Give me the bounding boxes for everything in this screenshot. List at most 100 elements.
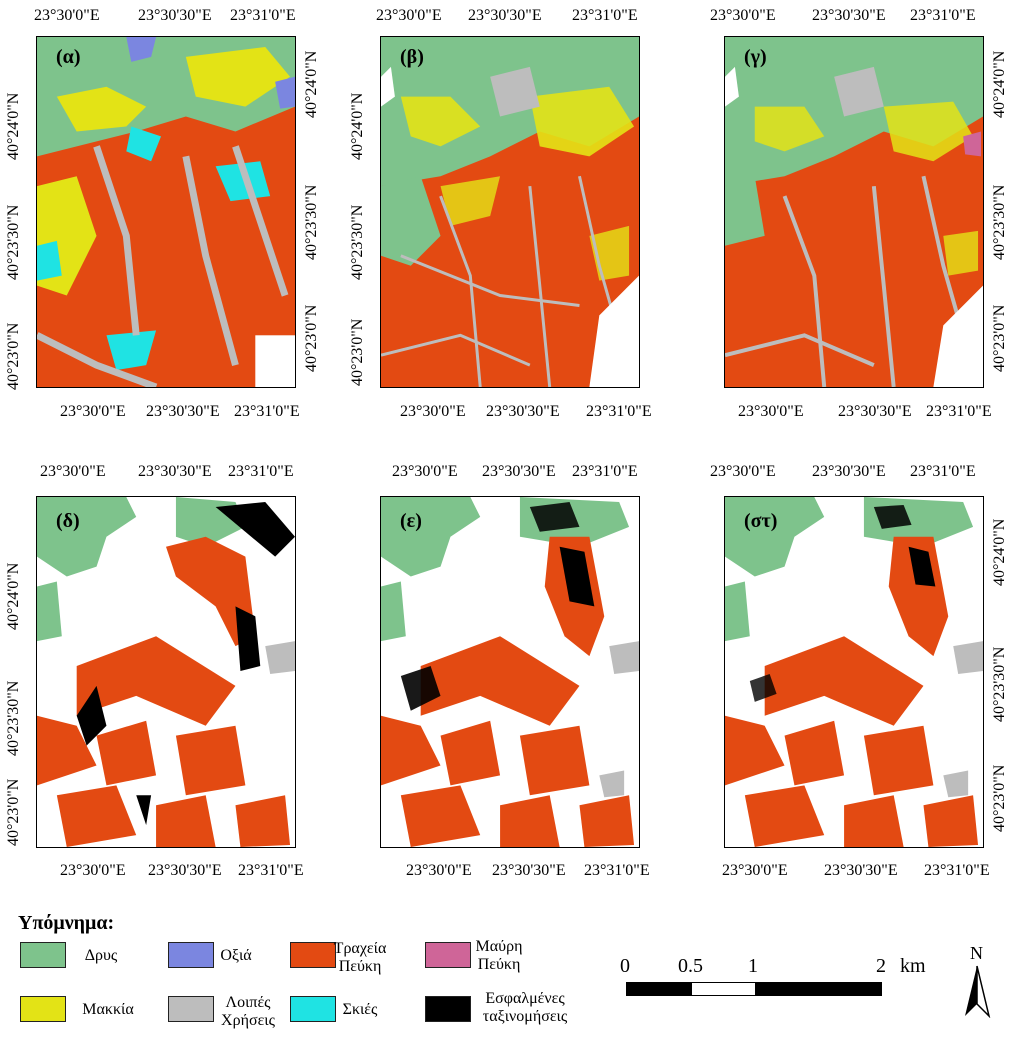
lon-label-top: 23°30'0"E (710, 463, 776, 480)
lon-label-top: 23°31'0"E (572, 463, 638, 480)
legend-label-oak: Δρυς (84, 947, 118, 964)
lon-label-top: 23°31'0"E (230, 7, 296, 24)
lon-label-top: 23°30'30"E (138, 463, 212, 480)
lon-label-top: 23°30'0"E (40, 463, 106, 480)
map-frame (380, 36, 640, 388)
panel-label: (γ) (744, 46, 767, 68)
scale-tick-2: 2 (876, 955, 886, 977)
lon-label-top: 23°30'0"E (710, 7, 776, 24)
scale-tick-0-5: 0.5 (678, 955, 703, 977)
classification-map-alpha (37, 37, 295, 387)
north-label: N (970, 943, 983, 963)
lon-label-bottom: 23°30'0"E (60, 862, 126, 879)
panel-label: (β) (400, 46, 424, 68)
lat-label-left: 40°23'30"N (5, 204, 22, 280)
lon-label-bottom: 23°30'30"E (148, 862, 222, 879)
legend-swatch-shadows (290, 996, 336, 1022)
map-frame (36, 36, 296, 388)
lon-label-bottom: 23°30'0"E (400, 403, 466, 420)
scale-segment (627, 983, 692, 995)
legend-label-calabrian-pine: Τραχεία Πεύκη (333, 940, 387, 976)
legend-swatch-maquis (20, 996, 66, 1022)
lat-label-left: 40°23'30"N (5, 680, 22, 756)
legend-label-shadows: Σκιές (342, 1001, 378, 1018)
lon-label-top: 23°30'0"E (376, 7, 442, 24)
lat-label-left: 40°23'0"N (5, 778, 22, 846)
classification-map-gamma (725, 37, 983, 387)
lon-label-top: 23°30'30"E (482, 463, 556, 480)
error-map-epsilon (381, 497, 639, 847)
panel-label: (στ) (744, 510, 778, 532)
north-arrow-icon (965, 965, 991, 1018)
map-frame (36, 496, 296, 848)
legend-label-black-pine: Μαύρη Πεύκη (475, 938, 523, 974)
lon-label-top: 23°30'30"E (138, 7, 212, 24)
map-panel-epsilon: (ε) 23°30'0"E 23°30'30"E 23°31'0"E 23°30… (344, 460, 684, 879)
scale-bar (626, 982, 882, 996)
lon-label-bottom: 23°31'0"E (926, 403, 992, 420)
lat-label-right: 40°23'30"N (991, 184, 1008, 260)
scale-tick-0: 0 (620, 955, 630, 977)
legend-label-maquis: Μακκία (82, 1001, 134, 1018)
lon-label-bottom: 23°30'30"E (824, 862, 898, 879)
scale-tick-1: 1 (748, 955, 758, 977)
lat-label-right: 40°24'0"N (991, 518, 1008, 586)
map-frame (724, 496, 984, 848)
lat-label-right: 40°24'0"N (303, 50, 320, 118)
legend-label-beech: Οξιά (220, 947, 252, 964)
legend-swatch-other-uses (168, 996, 214, 1022)
legend-label-misclassifications: Εσφαλμένες ταξινομήσεις (482, 990, 568, 1026)
scale-segment (755, 983, 881, 995)
error-map-delta (37, 497, 295, 847)
map-panel-beta: (β) 23°30'0"E 23°30'30"E 23°31'0"E 23°30… (344, 0, 684, 420)
legend-swatch-misclassifications (425, 996, 471, 1022)
map-panel-delta: (δ) 23°30'0"E 23°30'30"E 23°31'0"E 23°30… (0, 460, 340, 879)
map-frame (380, 496, 640, 848)
lat-label-left: 40°24'0"N (5, 562, 22, 630)
lon-label-bottom: 23°30'30"E (838, 403, 912, 420)
lat-label-right: 40°24'0"N (991, 50, 1008, 118)
lat-label-left: 40°24'0"N (349, 92, 366, 160)
error-map-sigma-tau (725, 497, 983, 847)
map-panel-gamma: (γ) 23°30'0"E 23°30'30"E 23°31'0"E 23°30… (688, 0, 1024, 420)
lon-label-top: 23°31'0"E (910, 463, 976, 480)
legend-title: Υπόμνημα: (18, 912, 115, 934)
legend-swatch-black-pine (425, 942, 471, 968)
lon-label-bottom: 23°30'0"E (722, 862, 788, 879)
lon-label-bottom: 23°30'30"E (146, 403, 220, 420)
map-panel-sigma-tau: (στ) 23°30'0"E 23°30'30"E 23°31'0"E 23°3… (688, 460, 1024, 879)
lon-label-top: 23°31'0"E (910, 7, 976, 24)
lon-label-bottom: 23°30'30"E (492, 862, 566, 879)
legend-swatch-beech (168, 942, 214, 968)
lat-label-right: 40°23'0"N (991, 304, 1008, 372)
lon-label-bottom: 23°31'0"E (586, 403, 652, 420)
lon-label-top: 23°30'0"E (392, 463, 458, 480)
legend-swatch-calabrian-pine (290, 942, 336, 968)
lat-label-left: 40°23'0"N (5, 322, 22, 390)
lat-label-left: 40°23'0"N (349, 318, 366, 386)
lon-label-bottom: 23°30'30"E (486, 403, 560, 420)
classification-map-beta (381, 37, 639, 387)
lon-label-bottom: 23°31'0"E (924, 862, 990, 879)
lon-label-bottom: 23°31'0"E (584, 862, 650, 879)
scale-segment (692, 983, 755, 995)
map-frame (724, 36, 984, 388)
lat-label-right: 40°23'30"N (991, 646, 1008, 722)
lat-label-right: 40°23'0"N (991, 764, 1008, 832)
lon-label-top: 23°31'0"E (572, 7, 638, 24)
lon-label-top: 23°30'0"E (34, 7, 100, 24)
lon-label-bottom: 23°31'0"E (234, 403, 300, 420)
lon-label-top: 23°30'30"E (812, 7, 886, 24)
lon-label-bottom: 23°30'0"E (738, 403, 804, 420)
lat-label-right: 40°23'30"N (303, 184, 320, 260)
lon-label-top: 23°30'30"E (468, 7, 542, 24)
map-panel-alpha: (α) 23°30'0"E 23°30'30"E 23°31'0"E 23°30… (0, 0, 340, 420)
panel-label: (α) (56, 46, 81, 68)
legend-swatch-oak (20, 942, 66, 968)
lon-label-bottom: 23°30'0"E (406, 862, 472, 879)
lat-label-left: 40°23'30"N (349, 204, 366, 280)
scale-unit: km (900, 955, 926, 977)
lon-label-bottom: 23°31'0"E (238, 862, 304, 879)
lat-label-right: 40°23'0"N (303, 304, 320, 372)
legend-label-other-uses: Λοιπές Χρήσεις (221, 994, 275, 1030)
